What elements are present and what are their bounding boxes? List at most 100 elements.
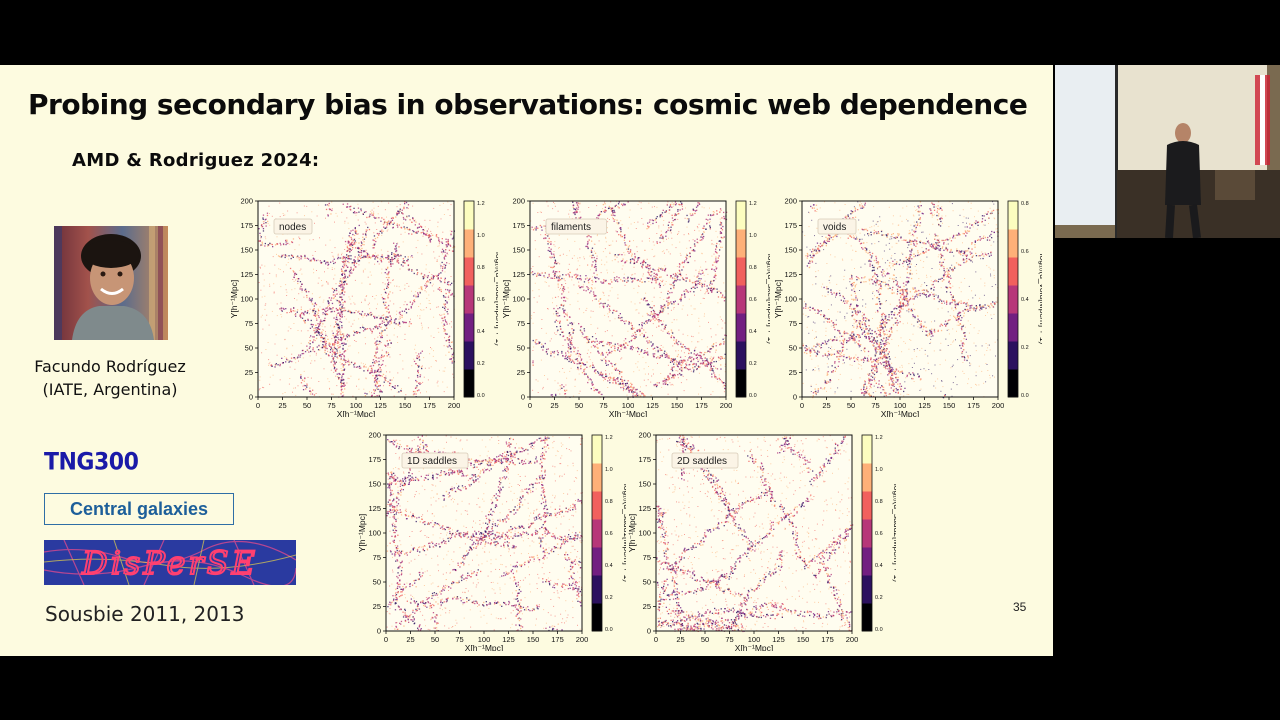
x-tick-label: 150 <box>527 635 540 644</box>
x-tick-label: 50 <box>431 635 439 644</box>
svg-text:DisPerSE: DisPerSE <box>81 544 258 582</box>
x-tick-label: 75 <box>599 401 607 410</box>
y-tick-label: 200 <box>512 197 525 206</box>
x-tick-label: 0 <box>800 401 804 410</box>
y-tick-label: 125 <box>638 504 651 513</box>
y-tick-label: 75 <box>789 319 797 328</box>
disperse-logo: DisPerSE <box>44 540 296 585</box>
x-tick-label: 0 <box>256 401 260 410</box>
x-tick-label: 200 <box>720 401 733 410</box>
x-tick-label: 125 <box>772 635 785 644</box>
panel-label: 1D saddles <box>407 456 457 467</box>
colorbar-tick: 1.2 <box>605 435 613 441</box>
y-tick-label: 125 <box>368 504 381 513</box>
y-axis-label: Y[h⁻¹Mpc] <box>229 280 239 319</box>
y-tick-label: 50 <box>789 344 797 353</box>
x-tick-label: 200 <box>448 401 461 410</box>
slide-subtitle: AMD & Rodriguez 2024: <box>72 150 320 171</box>
colorbar-tick: 1.0 <box>605 467 613 473</box>
y-tick-label: 50 <box>517 344 525 353</box>
x-tick-label: 25 <box>278 401 286 410</box>
y-tick-label: 150 <box>368 480 381 489</box>
y-axis-label: Y[h⁻¹Mpc] <box>357 514 367 553</box>
x-tick-label: 25 <box>406 635 414 644</box>
colorbar-tick: 0.6 <box>875 531 883 537</box>
web-points <box>530 201 728 399</box>
x-tick-label: 75 <box>455 635 463 644</box>
y-tick-label: 25 <box>517 368 525 377</box>
x-tick-label: 175 <box>695 401 708 410</box>
colorbar-tick: 0.0 <box>749 393 757 399</box>
colorbar-tick: 1.2 <box>875 435 883 441</box>
colorbar-tick: 0.2 <box>875 595 883 601</box>
colorbar-label: log₁₀(d_node[Mpc/h] + 1) <box>494 252 498 346</box>
panel-2d-saddles: 0 0 25 25 50 50 75 75 100 100 125 125 150 150 175 175 20… <box>626 429 896 652</box>
y-tick-label: 125 <box>240 270 253 279</box>
colorbar-tick: 0.2 <box>1021 345 1029 351</box>
speaker-camera <box>1055 65 1280 238</box>
colorbar-tick: 0.4 <box>1021 297 1029 303</box>
colorbar-label: log₁₀(d_sadd2[Mpc/h] + 1) <box>892 484 896 582</box>
colorbar-tick: 0.2 <box>477 361 485 367</box>
reference-text: Sousbie 2011, 2013 <box>45 602 245 626</box>
y-tick-label: 125 <box>784 270 797 279</box>
y-tick-label: 150 <box>784 246 797 255</box>
colorbar-tick: 1.0 <box>749 233 757 239</box>
x-tick-label: 175 <box>423 401 436 410</box>
x-tick-label: 125 <box>646 401 659 410</box>
colorbar-tick: 0.8 <box>605 499 613 505</box>
x-tick-label: 100 <box>894 401 907 410</box>
y-tick-label: 25 <box>373 602 381 611</box>
colorbar-tick: 0.4 <box>875 563 883 569</box>
colorbar-tick: 0.2 <box>605 595 613 601</box>
x-tick-label: 100 <box>478 635 491 644</box>
x-tick-label: 175 <box>967 401 980 410</box>
panel-1d-saddles: 0 0 25 25 50 50 75 75 100 100 125 125 150 150 175 175 20… <box>356 429 626 652</box>
person-affiliation: (IATE, Argentina) <box>42 380 178 399</box>
panel-label: nodes <box>279 222 306 233</box>
x-tick-label: 0 <box>654 635 658 644</box>
simulation-label: TNG300 <box>44 448 139 477</box>
y-tick-label: 175 <box>368 455 381 464</box>
panel-label: 2D saddles <box>677 456 727 467</box>
x-tick-label: 150 <box>399 401 412 410</box>
y-tick-label: 25 <box>245 368 253 377</box>
y-axis-label: Y[h⁻¹Mpc] <box>773 280 783 319</box>
colorbar-tick: 0.0 <box>477 393 485 399</box>
person-name: Facundo Rodríguez <box>34 357 186 376</box>
y-axis-label: Y[h⁻¹Mpc] <box>627 514 637 553</box>
sample-label: Central galaxies <box>44 493 234 525</box>
x-tick-label: 50 <box>701 635 709 644</box>
x-tick-label: 50 <box>303 401 311 410</box>
x-axis-label: X[h⁻¹Mpc] <box>465 643 504 651</box>
colorbar-tick: 0.4 <box>605 563 613 569</box>
x-axis-label: X[h⁻¹Mpc] <box>609 409 648 417</box>
y-tick-label: 100 <box>784 295 797 304</box>
panel-label: voids <box>823 222 846 233</box>
y-tick-label: 200 <box>784 197 797 206</box>
colorbar-tick: 0.0 <box>875 627 883 633</box>
colorbar-tick: 0.4 <box>749 329 757 335</box>
x-tick-label: 100 <box>748 635 761 644</box>
x-tick-label: 75 <box>725 635 733 644</box>
y-tick-label: 0 <box>249 393 253 402</box>
y-tick-label: 100 <box>368 529 381 538</box>
y-tick-label: 175 <box>512 221 525 230</box>
x-tick-label: 25 <box>550 401 558 410</box>
x-tick-label: 125 <box>918 401 931 410</box>
y-tick-label: 100 <box>638 529 651 538</box>
colorbar-tick: 0.6 <box>477 297 485 303</box>
y-tick-label: 100 <box>240 295 253 304</box>
y-tick-label: 0 <box>377 627 381 636</box>
colorbar-tick: 0.8 <box>477 265 485 271</box>
panel-nodes: 0 0 25 25 50 50 75 75 100 100 125 125 150 150 175 175 20… <box>228 195 498 418</box>
y-tick-label: 175 <box>240 221 253 230</box>
x-tick-label: 0 <box>528 401 532 410</box>
x-tick-label: 50 <box>847 401 855 410</box>
colorbar-tick: 1.2 <box>749 201 757 207</box>
colorbar-tick: 0.6 <box>1021 249 1029 255</box>
colorbar-tick: 0.8 <box>875 499 883 505</box>
colorbar-tick: 0.6 <box>605 531 613 537</box>
x-tick-label: 200 <box>992 401 1005 410</box>
x-tick-label: 125 <box>502 635 515 644</box>
